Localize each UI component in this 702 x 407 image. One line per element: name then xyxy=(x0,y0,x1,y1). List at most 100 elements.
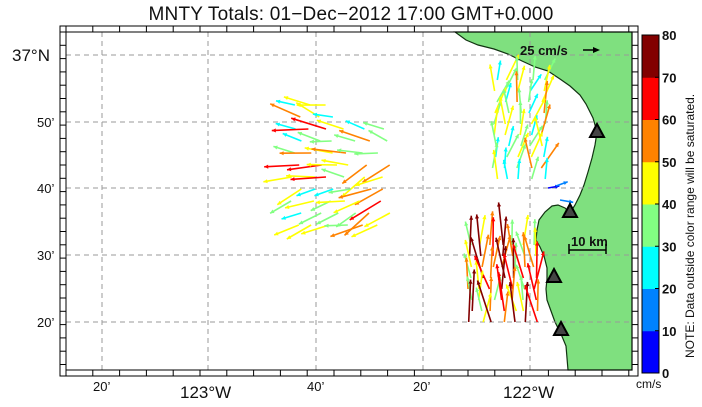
colorbar-segment xyxy=(642,288,659,332)
vector-arrow xyxy=(518,100,523,125)
vector-arrow xyxy=(528,93,539,114)
vector-arrow xyxy=(516,281,525,312)
vector-arrow xyxy=(338,129,371,142)
vector-arrow xyxy=(529,125,544,147)
vector-arrow xyxy=(541,74,555,103)
vector-arrow xyxy=(315,200,345,205)
vector-arrow xyxy=(492,235,502,268)
vector-arrow xyxy=(333,134,356,142)
vector-arrow xyxy=(536,279,541,312)
reference-vector: 25 cm/s xyxy=(520,43,600,58)
current-vectors xyxy=(263,54,574,323)
lon-label-20b: 20’ xyxy=(413,379,430,394)
vector-arrow xyxy=(284,200,315,209)
vector-arrow xyxy=(271,128,309,133)
vector-arrow xyxy=(351,224,378,238)
vector-arrow xyxy=(543,58,556,81)
lon-label-20w: 20’ xyxy=(93,379,110,394)
lon-label-40: 40’ xyxy=(307,379,324,394)
vector-arrow xyxy=(517,65,526,92)
vector-arrow xyxy=(535,241,540,279)
map-area: 25 cm/s 10 km xyxy=(59,25,639,377)
vector-arrow xyxy=(362,164,391,183)
vector-arrow xyxy=(290,176,327,182)
vector-arrow xyxy=(311,147,347,154)
map-outer-frame xyxy=(59,25,639,377)
vector-arrow xyxy=(493,108,500,136)
vector-arrow xyxy=(514,71,519,103)
vector-arrow xyxy=(502,89,510,114)
radar-site-icon xyxy=(588,121,606,138)
vector-arrow xyxy=(519,275,524,301)
colorbar-tick-label: 20 xyxy=(662,282,676,297)
vector-arrow xyxy=(286,224,312,240)
vector-arrow xyxy=(534,116,543,147)
vector-arrow xyxy=(362,121,385,130)
vector-arrow xyxy=(530,131,544,158)
vector-arrow xyxy=(300,224,330,235)
vector-arrow xyxy=(338,188,372,199)
vector-arrow xyxy=(520,124,529,147)
lon-label-122w: 122°W xyxy=(503,383,554,402)
vector-arrow xyxy=(555,180,568,187)
vector-arrow xyxy=(517,158,522,180)
colorbar-segment xyxy=(642,330,659,374)
vector-arrow xyxy=(475,287,483,312)
vector-arrow xyxy=(532,55,537,81)
vector-arrow xyxy=(309,139,332,144)
scale-bar-label: 10 km xyxy=(571,234,608,249)
latitude-labels: 37°N 50’ 40’ 30’ 20’ xyxy=(12,46,54,330)
longitude-labels: 20’ 123°W 40’ 20’ 122°W xyxy=(93,379,554,402)
vector-arrow xyxy=(475,214,482,257)
colorbar-segment xyxy=(642,246,659,289)
vector-arrow xyxy=(521,232,526,268)
vector-arrow xyxy=(490,121,498,147)
vector-arrow xyxy=(296,188,316,197)
vector-arrow xyxy=(523,235,535,268)
colorbar-segment xyxy=(642,35,659,78)
scale-bar: 10 km xyxy=(568,234,608,254)
vector-arrow xyxy=(500,246,508,290)
colorbar-unit: cm/s xyxy=(636,377,661,391)
vector-arrow xyxy=(526,263,538,301)
lat-label-50: 50’ xyxy=(37,115,54,130)
vector-arrow xyxy=(543,80,549,114)
vector-arrow xyxy=(321,168,345,178)
vector-arrow xyxy=(276,188,302,206)
vector-arrow xyxy=(489,246,495,279)
vector-arrow xyxy=(273,224,300,236)
vector-arrow xyxy=(498,96,507,125)
vector-arrow xyxy=(530,156,540,180)
colorbar-tick-label: 70 xyxy=(662,70,676,85)
vector-arrow xyxy=(502,253,514,290)
vector-arrow xyxy=(269,200,292,214)
vector-arrow xyxy=(489,211,495,246)
colorbar-tick-label: 0 xyxy=(662,366,669,381)
lat-label-40: 40’ xyxy=(37,181,54,196)
vector-arrow xyxy=(306,162,338,167)
vector-arrow xyxy=(516,144,527,169)
frame-ticks xyxy=(60,26,638,376)
colorbar-segment xyxy=(642,77,659,120)
colorbar-tick-label: 40 xyxy=(662,197,676,212)
reference-vector-label: 25 cm/s xyxy=(520,43,568,58)
vector-arrow xyxy=(298,212,322,225)
vector-arrow xyxy=(478,214,487,246)
vector-arrow xyxy=(337,148,363,154)
vector-arrow xyxy=(510,219,515,246)
radar-sites xyxy=(545,121,606,336)
colorbar-tick-label: 50 xyxy=(662,155,676,170)
vector-arrow xyxy=(471,269,477,312)
vector-arrow xyxy=(330,224,363,238)
vector-arrow xyxy=(316,119,344,130)
vector-arrow xyxy=(492,149,499,180)
vector-arrow xyxy=(540,142,560,169)
vector-arrow xyxy=(468,215,474,257)
vector-arrow xyxy=(286,173,316,178)
vector-arrow xyxy=(502,159,509,180)
vector-arrow xyxy=(355,176,383,187)
vector-arrow xyxy=(506,133,520,158)
radar-site-icon xyxy=(552,319,570,336)
vector-arrow xyxy=(263,176,292,184)
